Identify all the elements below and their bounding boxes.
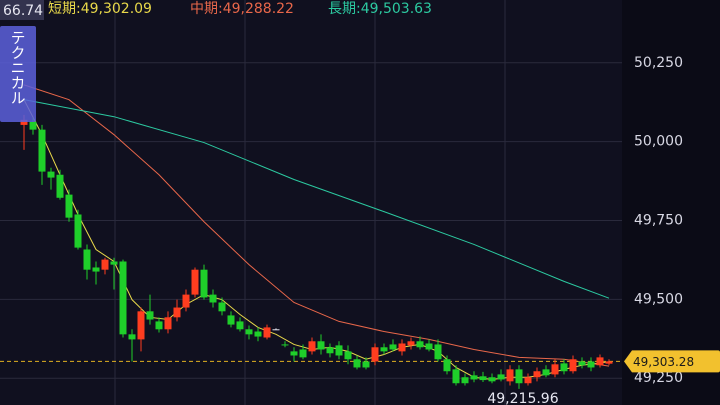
candle-body [128,334,136,340]
candle-body [173,307,181,318]
indicator-box [0,0,44,20]
candle-body [263,327,271,338]
candle-body [155,321,163,330]
ma-line [23,84,610,367]
candle-body [542,369,550,376]
candle-body [587,361,595,368]
candle-body [83,249,91,270]
candle-body [308,341,316,352]
candle-body [506,369,514,382]
ma-line [23,99,610,299]
candle-body [290,351,298,356]
candle-body [362,361,370,368]
candle-body [398,343,406,352]
candle-body [110,261,118,265]
candle-body [281,344,289,346]
y-tick-label: 50,000 [634,134,683,150]
candle-body [119,261,127,335]
candle-body [137,311,145,340]
candle-body [335,345,343,356]
candle-body [254,331,262,337]
candle-body [101,259,109,270]
candle-body [425,343,433,350]
candle-body [20,119,28,125]
candle-body [416,341,424,348]
candle-body [488,377,496,382]
price-tag-label: 49,303.28 [633,355,694,369]
y-tick-label: 50,250 [634,55,683,71]
candle-body [299,349,307,358]
vertical-grid [114,0,506,405]
candle-body [92,267,100,272]
candle-body [74,214,82,248]
axis-background [622,0,720,405]
candle-body [596,357,604,366]
candle-body [38,129,46,172]
candle-body [371,347,379,362]
candle-body [434,344,442,360]
candle-body [200,269,208,298]
candle-body [479,376,487,381]
candle-body [461,377,469,384]
candle-body [317,341,325,350]
candle-body [353,359,361,368]
candle-body [407,341,415,346]
candle-body [182,294,190,308]
y-tick-label: 49,750 [634,212,683,228]
plot-background [0,0,622,405]
candle-body [533,371,541,378]
price-tag [624,350,720,373]
legend-entry: 長期:49,503.63 [328,1,432,17]
candle-body [524,377,532,384]
y-tick-label: 49,500 [634,291,683,307]
candle-body [29,121,37,130]
candle-body [443,359,451,372]
candle-body [56,174,64,198]
technical-button[interactable]: テクニカル [0,26,36,122]
candle-body [497,374,505,380]
low-annotation: 49,215.96 [487,391,558,405]
candle-body [47,171,55,178]
candle-body [218,302,226,312]
candle-body [380,347,388,352]
candle-body [227,315,235,325]
candle-body [578,361,586,366]
candle-body [560,363,568,372]
candle-body [245,329,253,335]
candle-body [209,294,217,303]
y-tick-label: 49,250 [634,370,683,386]
legend-entry: 中期:49,288.22 [190,1,294,17]
candle-body [164,317,172,330]
candle-body [551,364,559,375]
candle-body [326,347,334,354]
candle-body [605,361,613,364]
candle-body [65,194,73,218]
candle-body [470,375,478,380]
candle-body [389,344,397,350]
candle-body [146,311,154,320]
indicator-value: 66.74 [3,3,43,19]
candle-body [515,369,523,384]
legend-entry: 短期:49,302.09 [48,1,152,17]
candle-body [272,329,280,331]
candle-body [236,321,244,330]
candle-body [452,369,460,384]
candle-body [569,359,577,372]
candle-body [344,351,352,360]
candle-body [191,269,199,295]
